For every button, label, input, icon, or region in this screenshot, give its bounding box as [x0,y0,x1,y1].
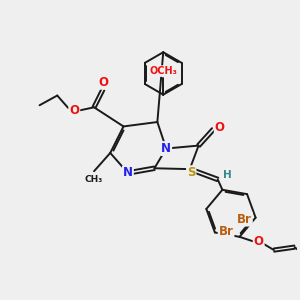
Text: O: O [215,122,225,134]
Text: H: H [223,170,232,180]
Text: S: S [187,166,196,179]
Text: Br: Br [219,224,233,238]
Text: N: N [161,142,171,155]
Text: N: N [123,167,133,179]
Text: O: O [98,76,108,89]
Text: Br: Br [237,213,252,226]
Text: OCH₃: OCH₃ [149,66,177,76]
Text: O: O [254,235,264,248]
Text: CH₃: CH₃ [85,175,103,184]
Text: O: O [69,104,79,117]
